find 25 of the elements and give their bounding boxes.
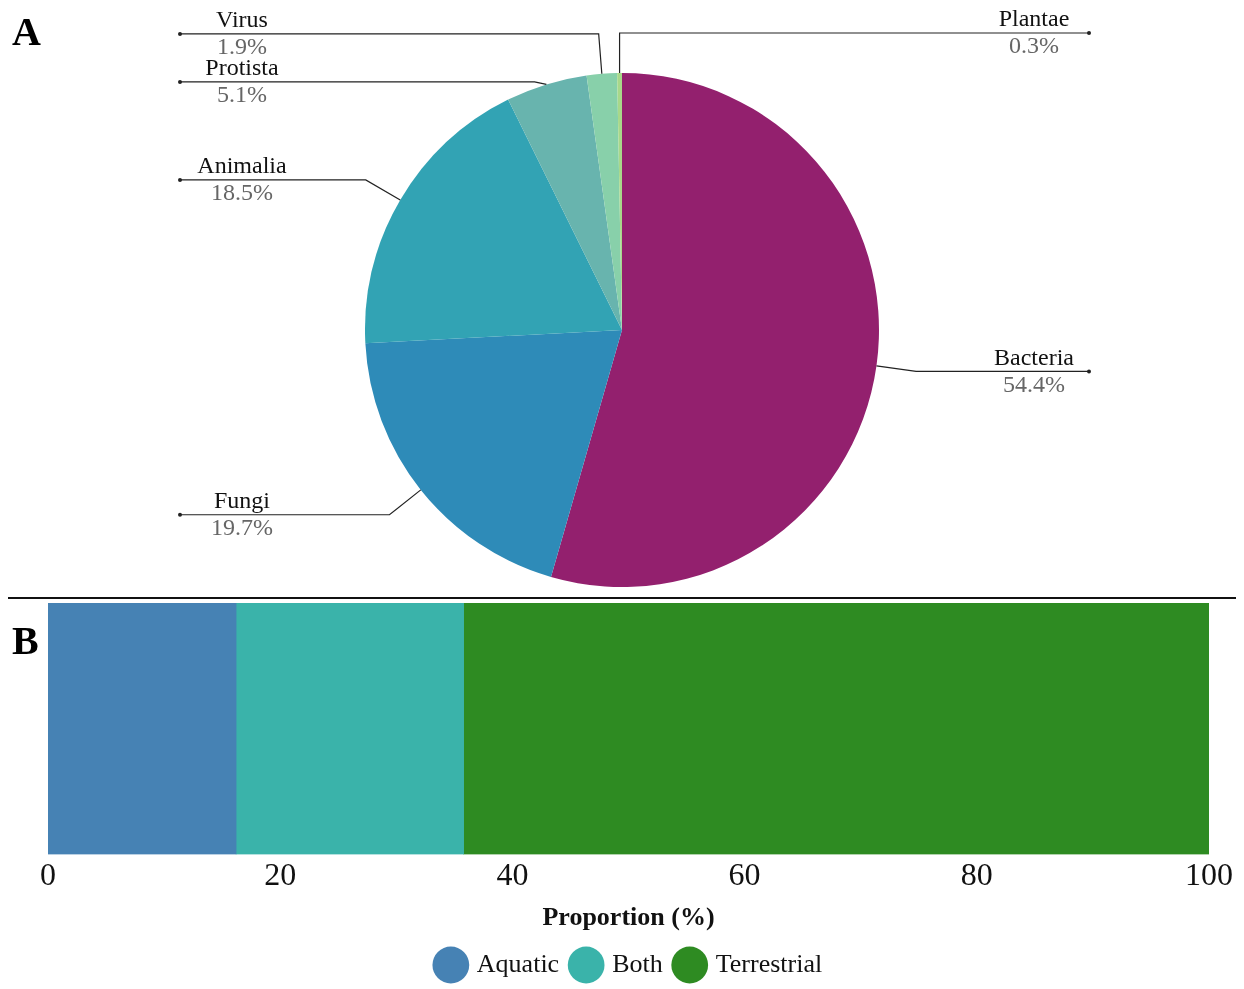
data-label: 5.1% [217,81,267,108]
data-label: 19.7% [211,514,273,541]
bar [235,603,464,855]
data-label: 18.5% [211,179,273,206]
data-label: 0.3% [1009,32,1059,59]
x-axis-title: Proportion (%) [542,902,715,932]
legend-label: Both [612,948,663,978]
x-tick-label: 100 [1185,856,1233,893]
x-tick-label: 0 [40,856,56,893]
slice-label: Fungi [213,487,271,514]
legend-label: Terrestrial [715,948,823,978]
legend-label: Aquatic [476,948,560,978]
slice-label: Animalia [197,152,287,179]
x-tick-label: 20 [264,856,297,893]
bar [48,603,237,855]
x-tick-label: 80 [960,856,993,893]
slice-label: Bacteria [994,343,1075,370]
data-label: 54.4% [1003,370,1065,397]
chart-title: A [12,8,41,55]
chart-title: B [12,617,39,664]
slice-label: Plantae [998,5,1070,32]
x-tick-label: 60 [728,856,761,893]
x-tick-label: 40 [496,856,529,893]
slice-label: Virus [216,6,268,33]
bar [463,603,1209,855]
